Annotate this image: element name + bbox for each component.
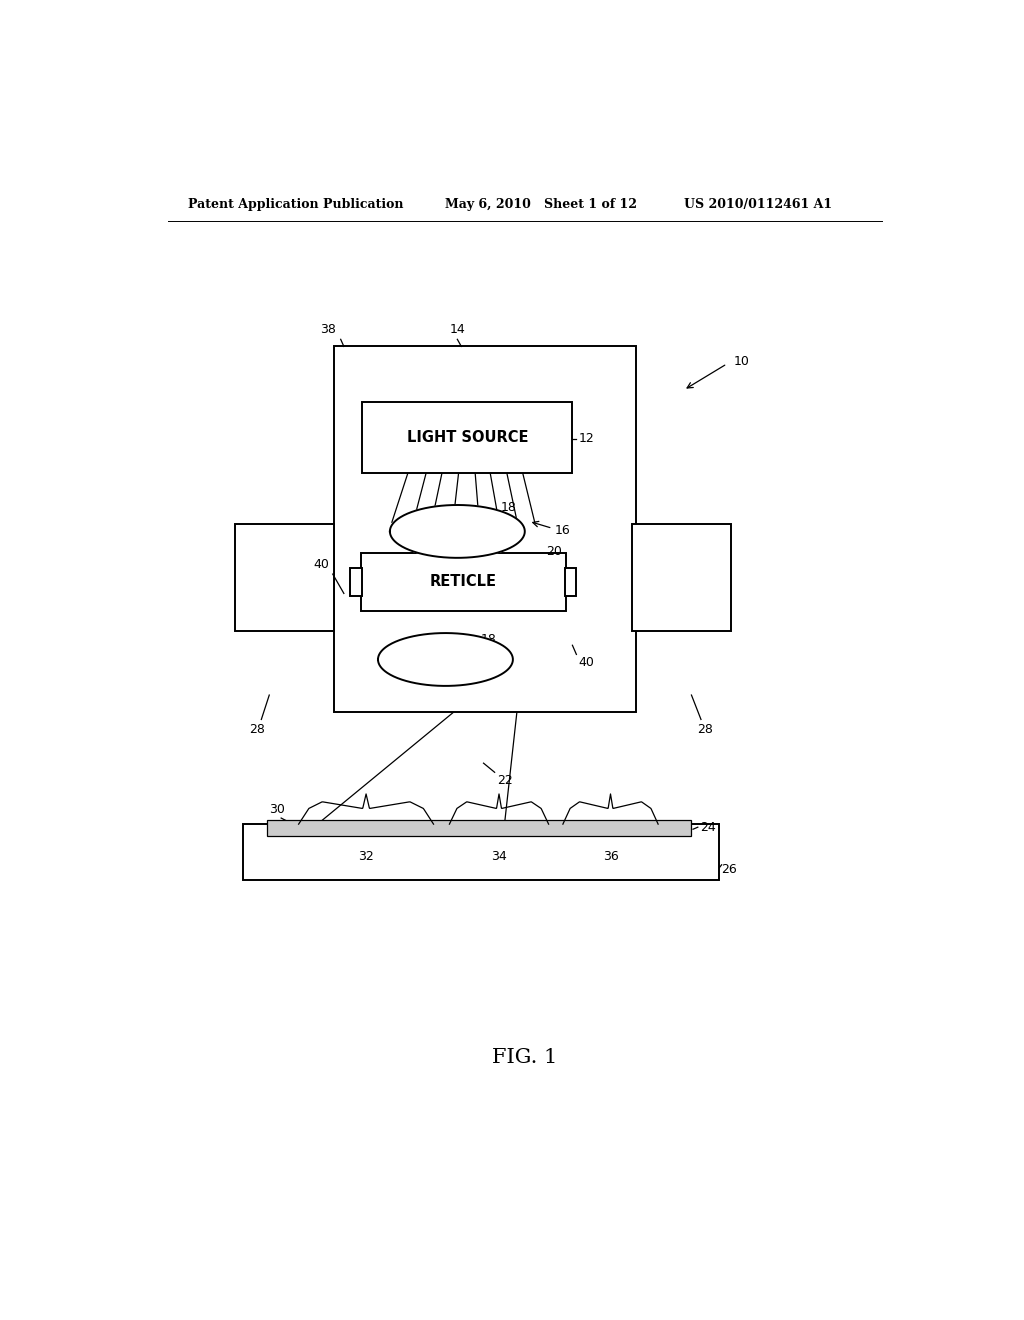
Text: LIGHT SOURCE: LIGHT SOURCE — [407, 430, 528, 445]
Text: Patent Application Publication: Patent Application Publication — [187, 198, 403, 211]
Bar — [236, 524, 334, 631]
Text: 14: 14 — [450, 323, 465, 337]
Bar — [360, 553, 566, 611]
Text: 34: 34 — [492, 850, 507, 862]
Polygon shape — [390, 506, 524, 558]
Bar — [334, 346, 636, 713]
Bar — [362, 403, 572, 474]
Text: 38: 38 — [321, 323, 336, 337]
Bar — [565, 568, 577, 595]
Text: 20: 20 — [546, 545, 562, 558]
Text: US 2010/0112461 A1: US 2010/0112461 A1 — [684, 198, 831, 211]
Text: 28: 28 — [697, 722, 713, 735]
Text: 40: 40 — [579, 656, 595, 669]
Polygon shape — [378, 634, 513, 686]
Text: 22: 22 — [497, 775, 513, 787]
Text: 40: 40 — [313, 558, 330, 572]
Text: 24: 24 — [700, 821, 716, 834]
Bar — [632, 524, 731, 631]
Text: 18: 18 — [501, 502, 517, 515]
Text: 32: 32 — [358, 850, 374, 862]
Text: 28: 28 — [250, 722, 265, 735]
Text: 18: 18 — [481, 634, 497, 647]
Text: 26: 26 — [722, 863, 737, 876]
Text: 30: 30 — [269, 803, 285, 816]
Text: 12: 12 — [579, 433, 595, 445]
Bar — [350, 568, 361, 595]
Text: 10: 10 — [733, 355, 750, 368]
Bar — [267, 820, 691, 837]
Text: FIG. 1: FIG. 1 — [493, 1048, 557, 1068]
Text: RETICLE: RETICLE — [430, 574, 497, 589]
Bar — [243, 824, 719, 880]
Text: May 6, 2010   Sheet 1 of 12: May 6, 2010 Sheet 1 of 12 — [445, 198, 637, 211]
Text: 16: 16 — [555, 524, 570, 537]
Text: 36: 36 — [603, 850, 618, 862]
